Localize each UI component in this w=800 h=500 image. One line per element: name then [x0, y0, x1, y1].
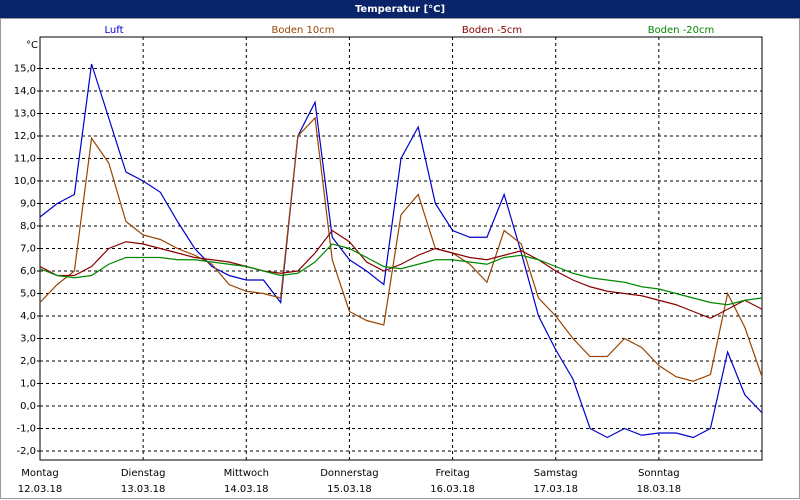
y-tick-label: 5,0 — [20, 289, 36, 300]
x-tick-label: Montag — [21, 468, 58, 479]
y-tick-label: 15,0 — [14, 64, 36, 75]
y-tick-label: 8,0 — [20, 221, 36, 232]
x-tick-date: 17.03.18 — [533, 484, 578, 495]
y-tick-label: 14,0 — [14, 86, 36, 97]
x-tick-date: 18.03.18 — [637, 484, 682, 495]
plot-frame — [39, 36, 763, 461]
title-bar — [0, 0, 800, 18]
x-tick-label: Donnerstag — [320, 468, 378, 479]
y-tick-label: 2,0 — [20, 356, 36, 367]
x-tick-label: Freitag — [435, 468, 469, 479]
series-line — [39, 116, 763, 382]
y-tick-label: -2,0 — [16, 446, 36, 457]
x-tick-label: Dienstag — [121, 468, 166, 479]
series-line — [39, 229, 763, 319]
legend-entry: Luft — [105, 25, 124, 36]
x-tick-date: 12.03.18 — [18, 484, 63, 495]
x-tick-date: 14.03.18 — [224, 484, 269, 495]
y-tick-label: 1,0 — [20, 379, 36, 390]
legend-entry: Boden 10cm — [272, 25, 335, 36]
series-line — [39, 63, 763, 439]
chart-title: Temperatur [°C] — [355, 4, 445, 15]
y-tick-label: 12,0 — [14, 131, 36, 142]
y-tick-label: 3,0 — [20, 334, 36, 345]
y-tick-label: 4,0 — [20, 311, 36, 322]
y-tick-label: 6,0 — [20, 266, 36, 277]
x-tick-label: Samstag — [534, 468, 578, 479]
y-tick-label: 9,0 — [20, 199, 36, 210]
legend-entry: Boden -5cm — [462, 25, 522, 36]
y-tick-label: 0,0 — [20, 401, 36, 412]
y-tick-label: -1,0 — [16, 424, 36, 435]
x-tick-label: Mittwoch — [224, 468, 269, 479]
y-tick-label: 13,0 — [14, 109, 36, 120]
x-tick-date: 15.03.18 — [327, 484, 372, 495]
x-tick-date: 16.03.18 — [430, 484, 475, 495]
y-tick-label: 11,0 — [14, 154, 36, 165]
legend-entry: Boden -20cm — [648, 25, 715, 36]
series-line — [39, 243, 763, 306]
y-tick-label: 7,0 — [20, 244, 36, 255]
y-unit: °C — [26, 40, 38, 51]
x-tick-date: 13.03.18 — [121, 484, 166, 495]
x-tick-label: Sonntag — [638, 468, 680, 479]
y-tick-label: 10,0 — [14, 176, 36, 187]
